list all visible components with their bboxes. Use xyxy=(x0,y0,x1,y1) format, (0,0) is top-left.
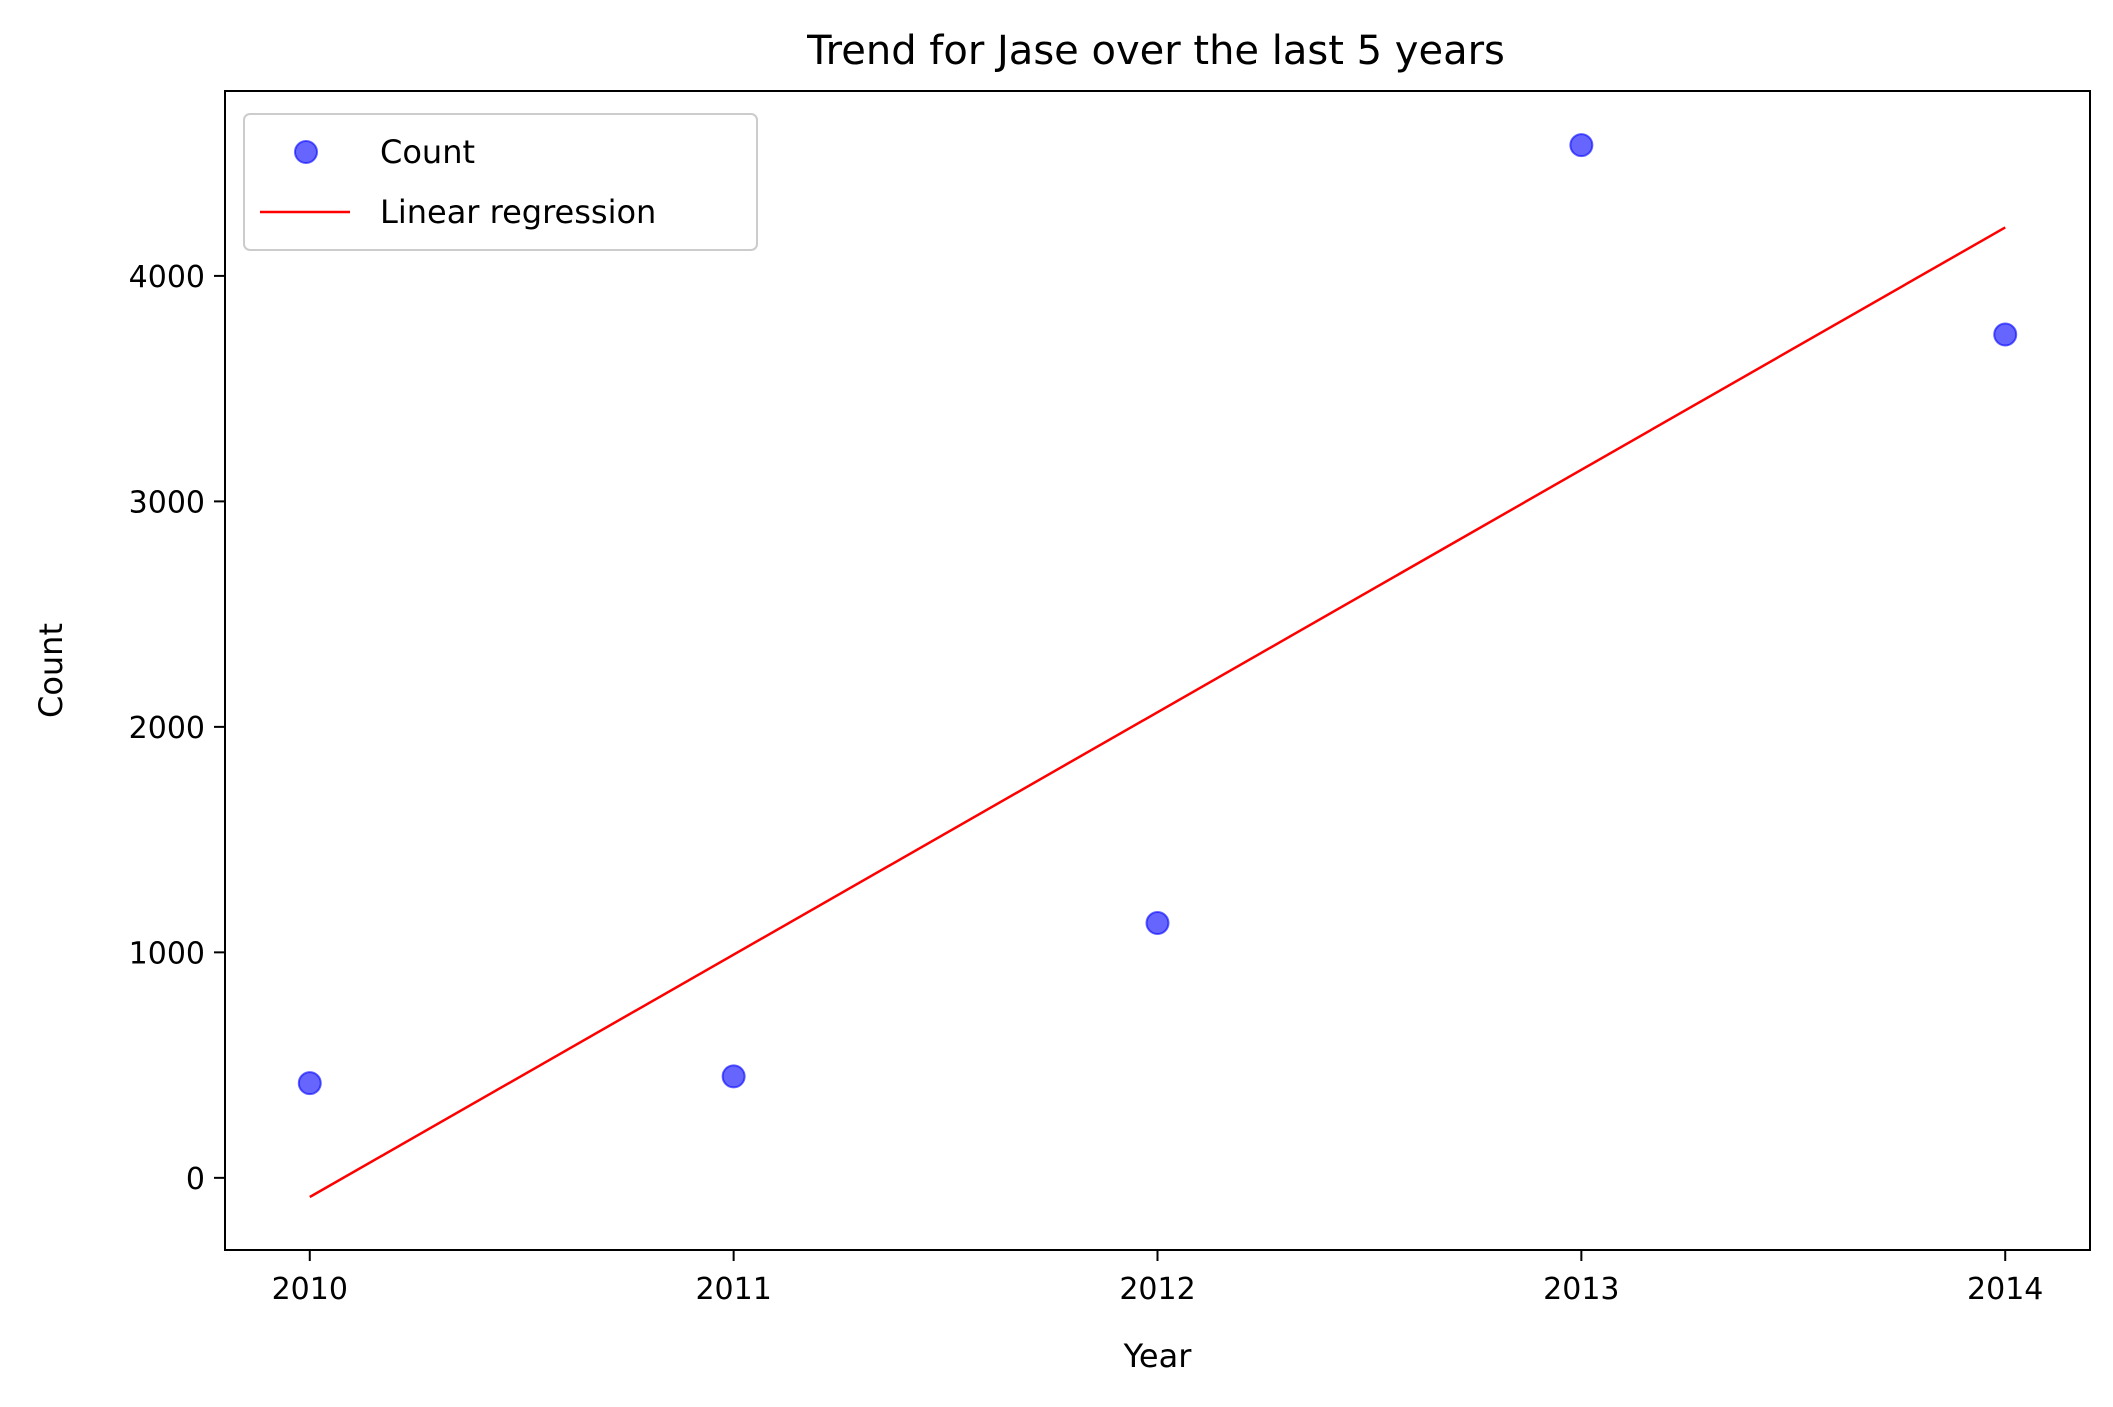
data-point xyxy=(1569,133,1594,158)
x-axis-label: Year xyxy=(1123,1337,1193,1375)
data-point xyxy=(1993,322,2018,347)
scatter-layer xyxy=(297,133,2018,1096)
x-tick-label: 2010 xyxy=(272,1272,348,1307)
y-tick-label: 3000 xyxy=(129,485,205,520)
axis-ticks: 2010 2011 2012 2013 2014 0 1000 2000 3000 4000 xyxy=(129,260,2044,1307)
data-point xyxy=(297,1071,322,1096)
data-point xyxy=(721,1064,746,1089)
x-tick-label: 2011 xyxy=(695,1272,771,1307)
regression-line xyxy=(309,226,2006,1199)
x-tick-label: 2012 xyxy=(1119,1272,1195,1307)
legend-marker-count xyxy=(294,140,318,164)
x-tick-label: 2014 xyxy=(1967,1272,2043,1307)
legend-label-count: Count xyxy=(380,133,475,171)
y-axis-label: Count xyxy=(32,623,70,718)
legend: Count Linear regression xyxy=(243,113,758,251)
chart-title: Trend for Jase over the last 5 years xyxy=(806,28,1505,74)
legend-label-regression: Linear regression xyxy=(380,193,656,231)
y-tick-label: 0 xyxy=(186,1162,205,1197)
legend-box xyxy=(243,113,758,251)
x-tick-label: 2013 xyxy=(1543,1272,1619,1307)
y-tick-label: 1000 xyxy=(129,936,205,971)
regression-layer xyxy=(309,226,2006,1199)
data-point xyxy=(1145,911,1170,936)
y-tick-label: 2000 xyxy=(129,711,205,746)
y-tick-label: 4000 xyxy=(129,260,205,295)
